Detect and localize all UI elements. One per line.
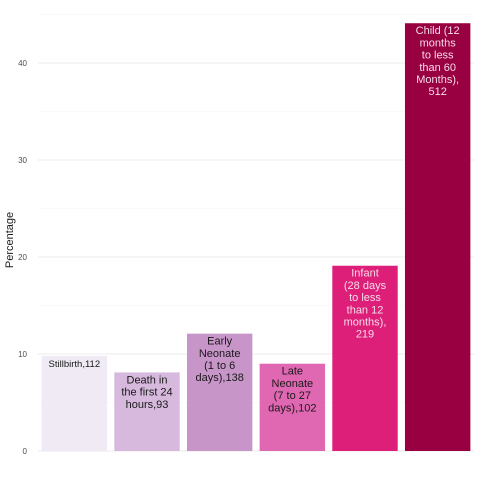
bar-data-label: Early Neonate (1 to 6 days),138	[196, 336, 244, 385]
bar	[404, 23, 471, 451]
bar	[41, 355, 108, 451]
bar-data-label: Stillbirth,112	[49, 359, 101, 370]
y-tick-label: 40	[18, 59, 27, 68]
bar	[332, 265, 398, 451]
y-tick-label: 20	[18, 253, 27, 262]
grid-lines	[38, 14, 474, 452]
y-tick-label: 0	[23, 447, 28, 456]
y-tick-label: 30	[18, 156, 27, 165]
bar-data-label: Infant (28 days to less than 12 months), 219	[344, 268, 387, 341]
bars	[41, 23, 471, 451]
y-axis-title: Percentage	[4, 212, 16, 268]
bar	[186, 333, 253, 451]
bar	[114, 372, 180, 451]
bar-data-label: Late Neonate (7 to 27 days),102	[268, 366, 316, 415]
bar-data-label: Death in the first 24 hours,93	[121, 374, 172, 410]
bar	[259, 363, 326, 451]
y-axis-ticks: 0 10 20 30 40	[18, 59, 27, 456]
bar-labels: Stillbirth,112 Death in the first 24 hours,…	[49, 25, 460, 414]
y-tick-label: 10	[18, 350, 27, 359]
bar-data-label: Child (12 months to less than 60 Months), 512	[416, 25, 460, 98]
